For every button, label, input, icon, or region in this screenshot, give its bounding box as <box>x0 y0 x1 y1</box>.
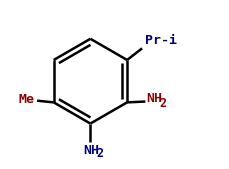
Text: 2: 2 <box>159 97 166 110</box>
Text: NH: NH <box>146 92 162 105</box>
Text: NH: NH <box>84 144 100 157</box>
Text: Me: Me <box>19 93 35 106</box>
Text: Pr-i: Pr-i <box>144 34 177 47</box>
Text: 2: 2 <box>97 147 104 160</box>
